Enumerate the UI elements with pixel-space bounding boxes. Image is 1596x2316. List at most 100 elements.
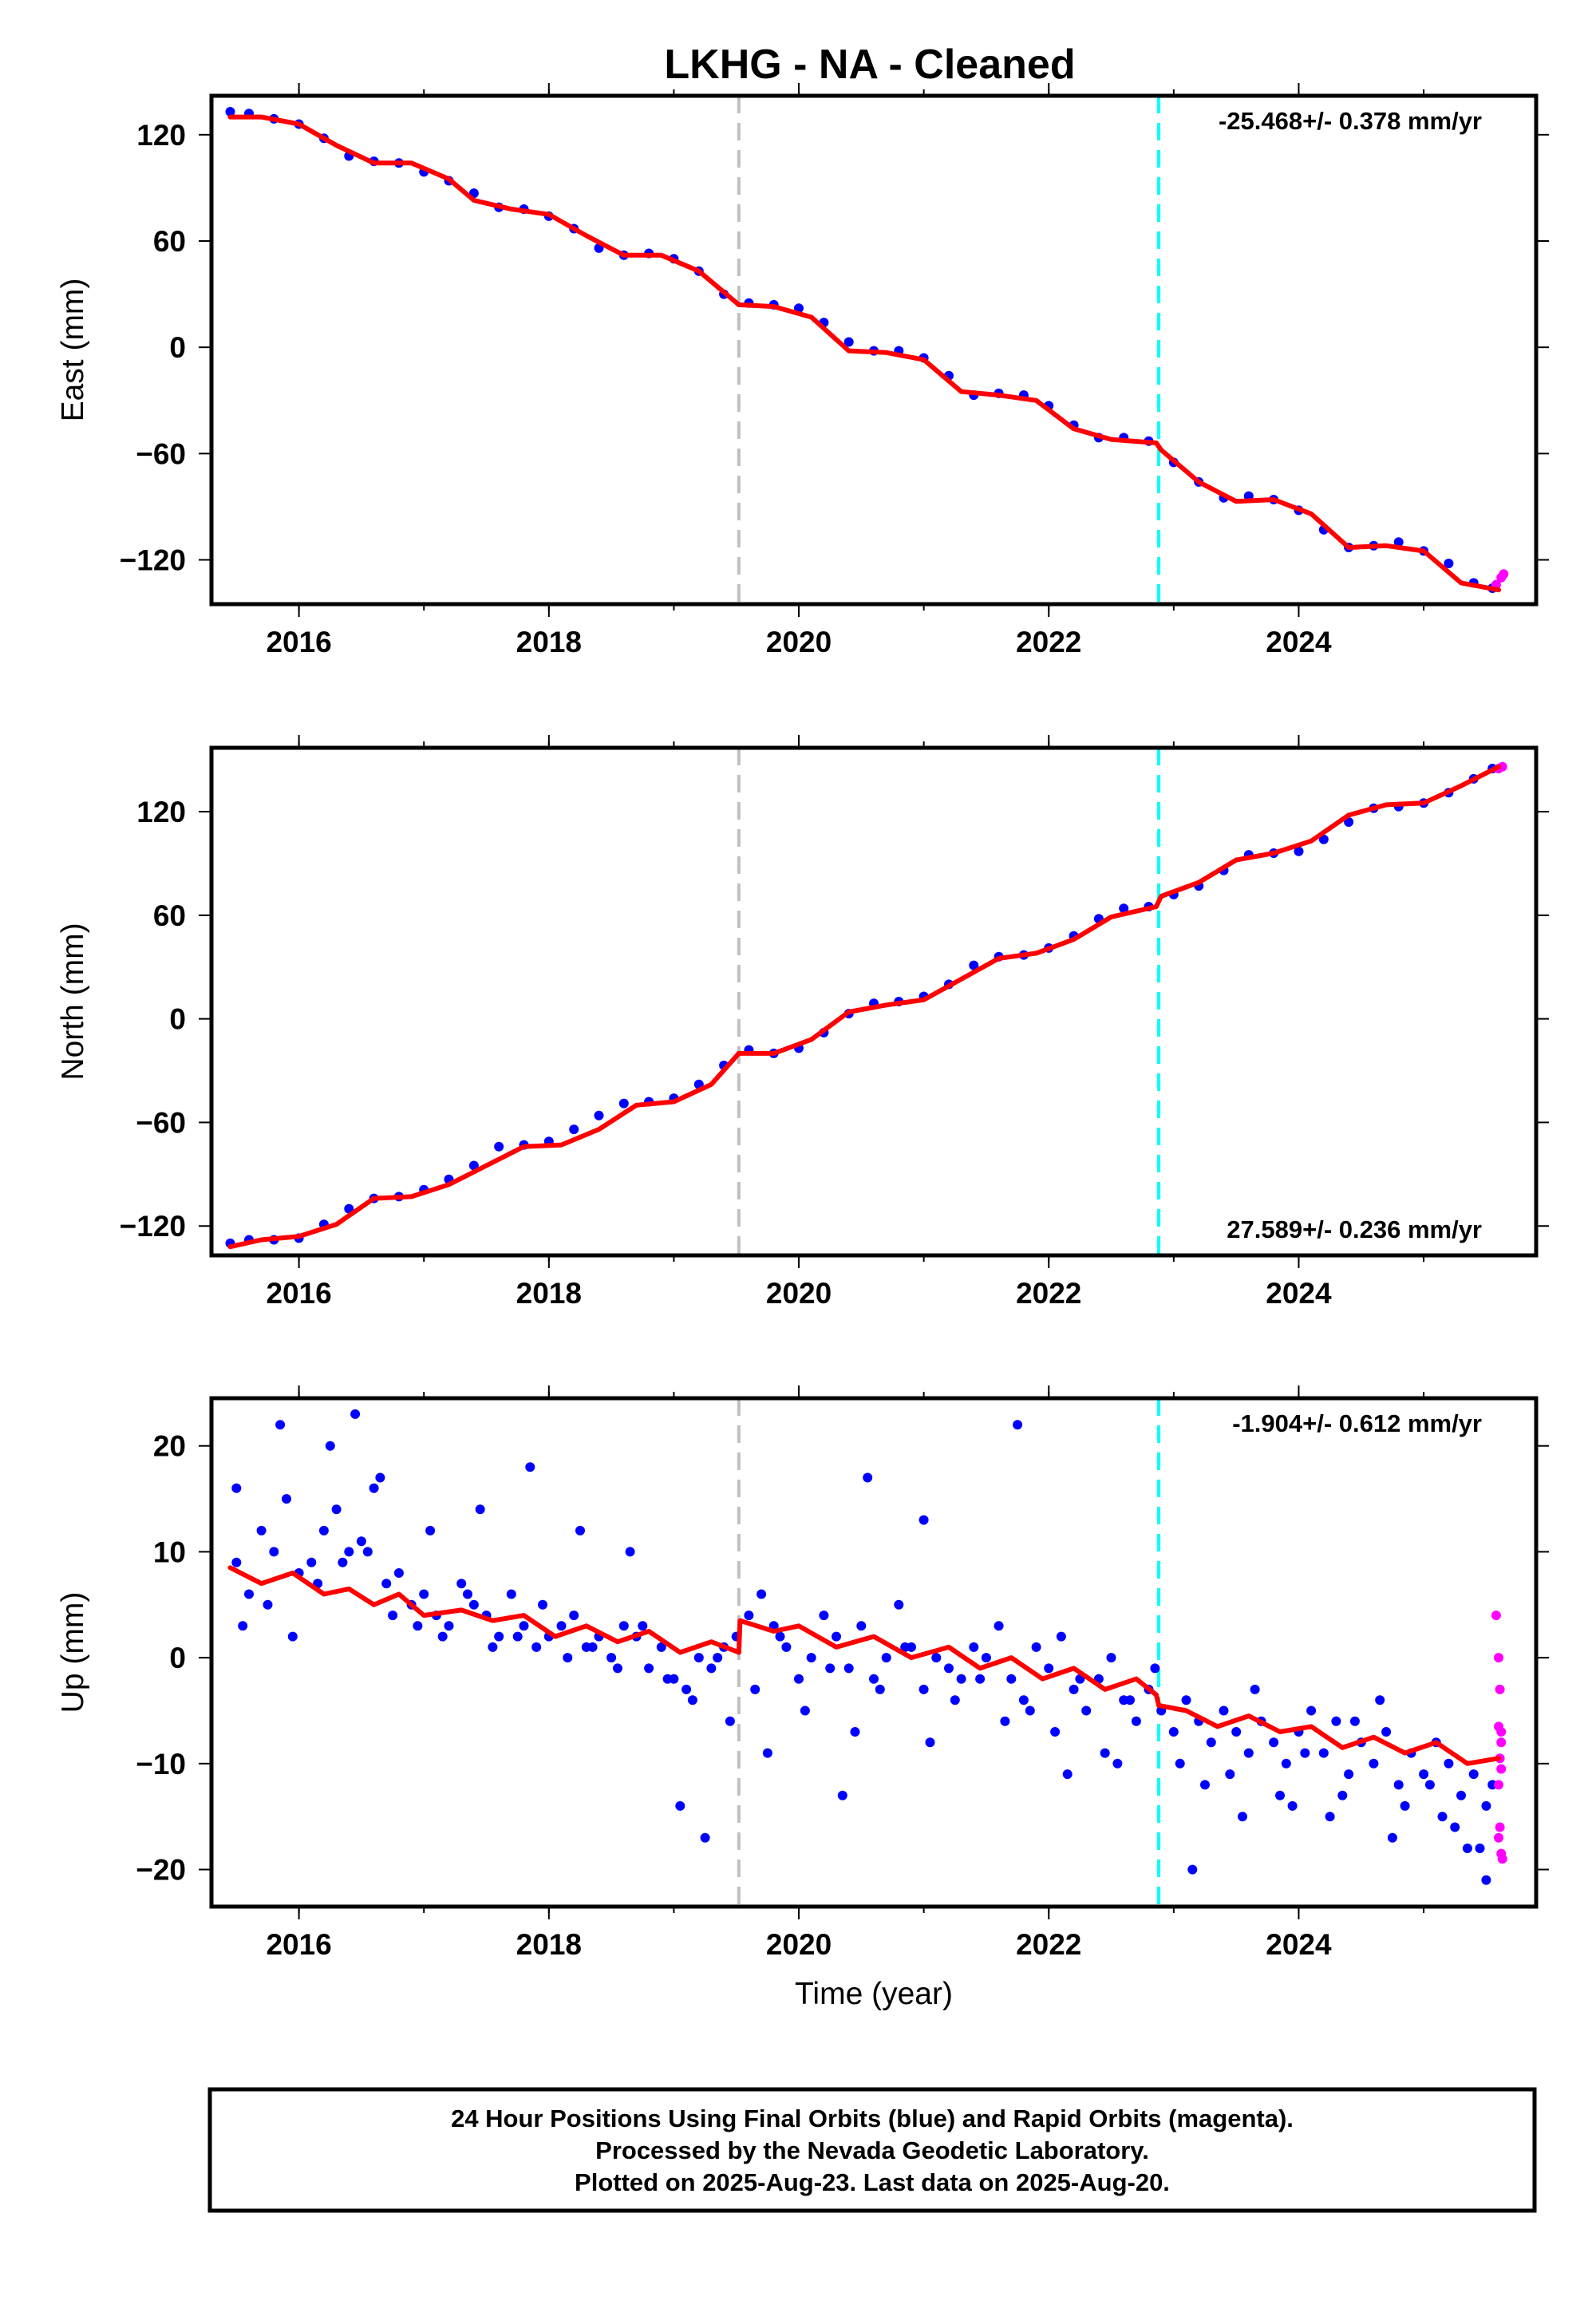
up-final-point xyxy=(1349,1716,1360,1726)
up-final-point xyxy=(1175,1758,1185,1769)
east-y-tick-label: 120 xyxy=(136,119,186,152)
up-final-point xyxy=(625,1547,635,1557)
north-y-tick-label: 0 xyxy=(169,1003,186,1036)
up-rapid-point xyxy=(1494,1653,1503,1663)
up-final-point xyxy=(1112,1758,1123,1769)
up-final-point xyxy=(468,1599,479,1610)
east-final-point xyxy=(1444,559,1454,568)
north-final-point xyxy=(969,960,979,970)
up-final-point xyxy=(525,1462,535,1472)
up-final-point xyxy=(369,1483,379,1493)
up-final-point xyxy=(918,1684,929,1694)
east-model-line xyxy=(227,114,1501,593)
up-final-point xyxy=(1393,1780,1404,1790)
up-final-point xyxy=(475,1504,485,1515)
up-final-point xyxy=(275,1420,286,1430)
up-final-point xyxy=(1000,1716,1010,1726)
east-frame xyxy=(209,93,1539,607)
up-panel: 2016 2018 2020 2022 2024 −20 −10 0 10 20 Up (mm) Ti… xyxy=(56,1385,1549,2011)
east-x-tick-label: 2024 xyxy=(1266,626,1332,658)
up-y-axis-label: Up (mm) xyxy=(56,1592,90,1713)
north-final-point xyxy=(569,1124,579,1135)
up-final-point xyxy=(1475,1844,1485,1853)
up-final-point xyxy=(444,1621,454,1631)
up-final-point xyxy=(837,1790,847,1800)
up-final-point xyxy=(1381,1727,1392,1737)
up-final-point xyxy=(1081,1705,1092,1716)
up-final-point xyxy=(656,1642,666,1652)
up-rapid-point xyxy=(1496,1737,1507,1748)
up-final-point xyxy=(781,1642,792,1652)
up-final-point xyxy=(956,1674,966,1684)
up-final-point xyxy=(1231,1727,1242,1737)
east-y-axis-label: East (mm) xyxy=(56,279,90,422)
up-final-point xyxy=(494,1631,504,1642)
up-final-point xyxy=(350,1409,361,1419)
up-final-point xyxy=(1400,1800,1410,1811)
up-final-point xyxy=(994,1621,1004,1631)
up-final-point xyxy=(1106,1653,1116,1663)
up-final-point xyxy=(775,1631,785,1642)
up-final-point xyxy=(1200,1780,1210,1790)
north-final-point xyxy=(594,1110,604,1120)
east-final-point xyxy=(225,107,235,117)
north-final-point xyxy=(494,1141,504,1152)
north-final-point xyxy=(1119,903,1129,914)
up-rapid-point xyxy=(1496,1764,1507,1774)
up-final-point xyxy=(1187,1864,1198,1875)
up-final-point xyxy=(918,1515,929,1525)
up-final-point xyxy=(362,1547,373,1557)
up-final-point xyxy=(806,1653,816,1663)
up-y-tick-label: 10 xyxy=(153,1535,186,1568)
north-y-tick-label: −60 xyxy=(136,1106,186,1139)
up-final-point xyxy=(575,1525,585,1535)
up-rapid-point xyxy=(1495,1822,1505,1832)
footer-line-3: Plotted on 2025-Aug-23. Last data on 202… xyxy=(575,2168,1170,2196)
up-final-point xyxy=(687,1695,697,1705)
up-final-point xyxy=(1456,1790,1466,1800)
up-final-point xyxy=(488,1642,498,1652)
up-final-point xyxy=(1243,1748,1254,1758)
up-final-point xyxy=(1281,1758,1291,1769)
up-final-point xyxy=(287,1631,298,1642)
up-final-point xyxy=(506,1589,516,1599)
up-final-point xyxy=(931,1653,942,1663)
up-final-point xyxy=(1025,1705,1035,1716)
north-x-tick-label: 2018 xyxy=(516,1277,582,1310)
up-final-point xyxy=(1269,1737,1279,1748)
up-final-point xyxy=(1306,1705,1317,1716)
up-frame xyxy=(209,1396,1539,1909)
up-final-point xyxy=(338,1557,348,1567)
up-rapid-point xyxy=(1497,1854,1507,1864)
up-final-point xyxy=(1325,1812,1335,1822)
up-final-point xyxy=(950,1695,960,1705)
north-model-line xyxy=(227,764,1501,1250)
up-final-point xyxy=(1331,1716,1341,1726)
up-final-point xyxy=(1344,1769,1354,1780)
up-final-point xyxy=(463,1589,472,1599)
up-final-point xyxy=(762,1748,772,1758)
up-final-point xyxy=(306,1557,317,1567)
up-final-point xyxy=(569,1611,579,1621)
up-rapid-point xyxy=(1494,1721,1503,1732)
north-panel: 2016 2018 2020 2022 2024 −120 −60 0 60 120 North (… xyxy=(56,735,1549,1310)
up-final-point xyxy=(681,1684,692,1694)
up-final-point xyxy=(425,1525,436,1535)
up-x-tick-label: 2020 xyxy=(766,1928,832,1961)
chart-title: LKHG - NA - Cleaned xyxy=(664,41,1075,88)
up-final-point xyxy=(969,1642,979,1652)
up-rate-label: -1.904+/- 0.612 mm/yr xyxy=(1232,1409,1482,1437)
up-final-point xyxy=(1481,1800,1491,1811)
footer-line-2: Processed by the Nevada Geodetic Laborat… xyxy=(595,2136,1149,2164)
up-final-point xyxy=(393,1568,404,1578)
east-final-point xyxy=(843,337,854,347)
up-x-tick-label: 2016 xyxy=(266,1928,331,1961)
north-final-point xyxy=(1318,834,1329,844)
up-final-point xyxy=(1150,1663,1160,1674)
up-final-point xyxy=(700,1832,710,1843)
east-x-tick-label: 2018 xyxy=(516,626,582,658)
up-final-point xyxy=(981,1653,991,1663)
up-final-point xyxy=(757,1589,767,1599)
up-final-point xyxy=(1369,1758,1379,1769)
up-final-point xyxy=(1131,1716,1141,1726)
